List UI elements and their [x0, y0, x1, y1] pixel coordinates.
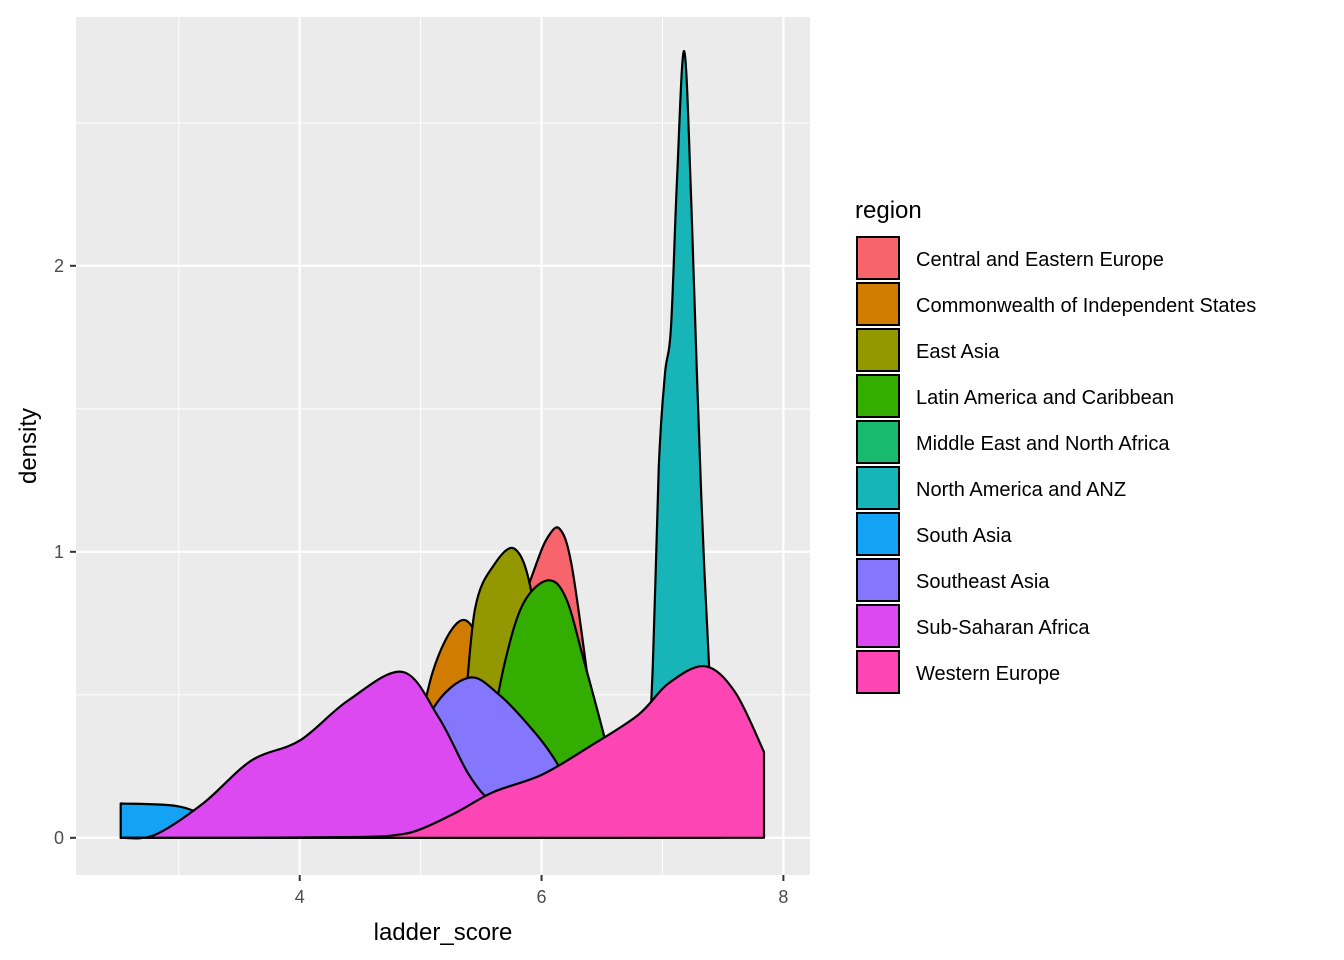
legend-key-south-asia: [856, 512, 900, 556]
legend-label-commonwealth-of-independent-states: Commonwealth of Independent States: [916, 295, 1256, 317]
legend-items: Central and Eastern Europe Commonwealth o…: [856, 236, 1256, 694]
legend-key-east-asia: [856, 328, 900, 372]
y-tick-label: 2: [54, 256, 64, 276]
legend-key-latin-america-and-caribbean: [856, 374, 900, 418]
legend-label-western-europe: Western Europe: [916, 663, 1060, 685]
x-tick-label: 4: [295, 887, 305, 907]
legend-key-central-and-eastern-europe: [856, 236, 900, 280]
legend-key-commonwealth-of-independent-states: [856, 282, 900, 326]
legend-key-middle-east-and-north-africa: [856, 420, 900, 464]
y-tick-label: 1: [54, 542, 64, 562]
legend-label-sub-saharan-africa: Sub-Saharan Africa: [916, 617, 1090, 639]
legend-label-latin-america-and-caribbean: Latin America and Caribbean: [916, 387, 1174, 409]
legend-key-sub-saharan-africa: [856, 604, 900, 648]
x-tick-label: 8: [778, 887, 788, 907]
density-area-north-america-and-anz: [643, 50, 722, 839]
legend-key-southeast-asia: [856, 558, 900, 602]
axis-ticks: [70, 264, 785, 881]
axis-tick-labels: 4 6 8 0 1 2: [54, 256, 788, 907]
legend-label-east-asia: East Asia: [916, 341, 1000, 363]
y-axis-title: density: [15, 408, 42, 484]
legend-label-south-asia: South Asia: [916, 525, 1013, 547]
density-areas: [119, 50, 766, 840]
legend-label-middle-east-and-north-africa: Middle East and North Africa: [916, 433, 1170, 455]
legend-key-western-europe: [856, 650, 900, 694]
legend-key-north-america-and-anz: [856, 466, 900, 510]
legend: region Central and Eastern Europe Commonw…: [855, 197, 1256, 694]
density-area-western-europe: [119, 665, 766, 839]
legend-label-central-and-eastern-europe: Central and Eastern Europe: [916, 249, 1164, 271]
x-axis-title: ladder_score: [374, 919, 513, 946]
y-tick-label: 0: [54, 828, 64, 848]
x-tick-label: 6: [537, 887, 547, 907]
legend-label-southeast-asia: Southeast Asia: [916, 571, 1050, 593]
legend-label-north-america-and-anz: North America and ANZ: [916, 479, 1126, 501]
legend-title: region: [855, 197, 922, 224]
